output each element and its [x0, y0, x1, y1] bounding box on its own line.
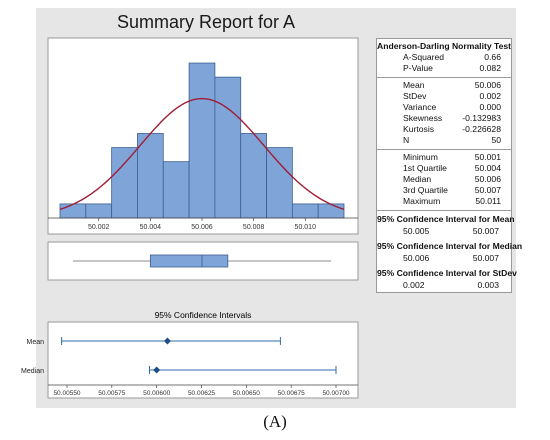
histogram-bar	[317, 203, 345, 219]
ci-tick-label: 50.00625	[188, 390, 215, 397]
figure-caption: (A)	[263, 412, 287, 431]
histogram-x-ticks: 50.002 50.004 50.006 50.008 50.010	[88, 218, 316, 231]
ci-frame	[47, 321, 359, 399]
histogram-bar	[188, 62, 216, 219]
ci-title: 95% Confidence Intervals	[155, 310, 252, 320]
histogram-bar	[240, 133, 267, 219]
ci-stdev-values: 0.002 0.003	[403, 280, 499, 290]
histogram-tick-label: 50.010	[295, 224, 317, 231]
stat-row: 1st Quartile 50.004	[403, 163, 501, 173]
ci-tick-label: 50.00550	[53, 390, 80, 397]
stat-row: Skewness -0.132983	[403, 113, 501, 123]
stat-row: Maximum 50.011	[403, 196, 501, 206]
histogram-tick-label: 50.002	[88, 224, 110, 231]
histogram-bar	[137, 133, 164, 219]
ci-x-ticks: 50.00550 50.00575 50.00600 50.00625 50.00650…	[48, 384, 358, 397]
histogram-bar	[111, 147, 138, 219]
histogram-bar	[85, 203, 113, 219]
ci-median-values: 50.006 50.007	[403, 253, 499, 263]
histogram-bar	[266, 147, 293, 219]
ci-median-title: 95% Confidence Interval for Median	[377, 241, 523, 251]
ci-mean-title: 95% Confidence Interval for Mean	[377, 214, 515, 224]
quantiles-section: Minimum 50.001 1st Quartile 50.004 Median 5…	[377, 150, 511, 211]
ci-tick-label: 50.00675	[278, 390, 305, 397]
ci-intervals: Mean Median	[21, 337, 337, 375]
stat-row: Kurtosis -0.226628	[403, 124, 501, 134]
ci-row-label: Median	[21, 368, 44, 375]
ci-tick-label: 50.00600	[143, 390, 170, 397]
histogram-bar	[214, 76, 242, 219]
stat-row: 3rd Quartile 50.007	[403, 185, 501, 195]
stat-row: Minimum 50.001	[403, 152, 501, 162]
ci-mean-values: 50.005 50.007	[403, 226, 499, 236]
ci-tick-label: 50.00700	[322, 390, 349, 397]
statistics-panel: Anderson-Darling Normality Test A-Square…	[376, 38, 523, 293]
stat-row: Variance 0.000	[403, 102, 501, 112]
ci-tick-label: 50.00575	[98, 390, 125, 397]
histogram-bar	[291, 203, 319, 219]
ci-stdev-title: 95% Confidence Interval for StDev	[377, 268, 517, 278]
stat-row: P-Value 0.082	[403, 63, 501, 73]
stat-row: StDev 0.002	[403, 91, 501, 101]
anderson-darling-section: Anderson-Darling Normality Test A-Square…	[377, 39, 511, 78]
histogram-tick-label: 50.004	[140, 224, 162, 231]
histogram-bars	[59, 62, 345, 219]
boxplot-box	[149, 254, 229, 268]
histogram-tick-label: 50.008	[243, 224, 265, 231]
normal-fit-curve	[59, 97, 345, 211]
histogram-bar	[59, 203, 87, 219]
ad-title: Anderson-Darling Normality Test	[377, 41, 512, 51]
stat-row: Median 50.006	[403, 174, 501, 184]
ci-point-estimate	[163, 337, 171, 345]
stat-row: N 50	[403, 135, 501, 145]
ci-median-section: 95% Confidence Interval for Median 50.00…	[377, 238, 523, 265]
histogram-bar	[162, 161, 190, 219]
ci-point-estimate	[153, 366, 161, 374]
moments-section: Mean 50.006 StDev 0.002 Variance 0.000 Skew…	[377, 78, 511, 150]
report-title: Summary Report for A	[116, 12, 296, 32]
stat-row: Mean 50.006	[403, 80, 501, 90]
ci-stdev-section: 95% Confidence Interval for StDev 0.002 0…	[377, 265, 517, 292]
ci-tick-label: 50.00650	[233, 390, 260, 397]
stat-row: A-Squared 0.66	[403, 52, 501, 62]
ci-mean-section: 95% Confidence Interval for Mean 50.005 5…	[377, 211, 515, 238]
histogram-tick-label: 50.006	[191, 224, 213, 231]
ci-row-label: Mean	[26, 339, 44, 346]
boxplot	[72, 254, 332, 268]
